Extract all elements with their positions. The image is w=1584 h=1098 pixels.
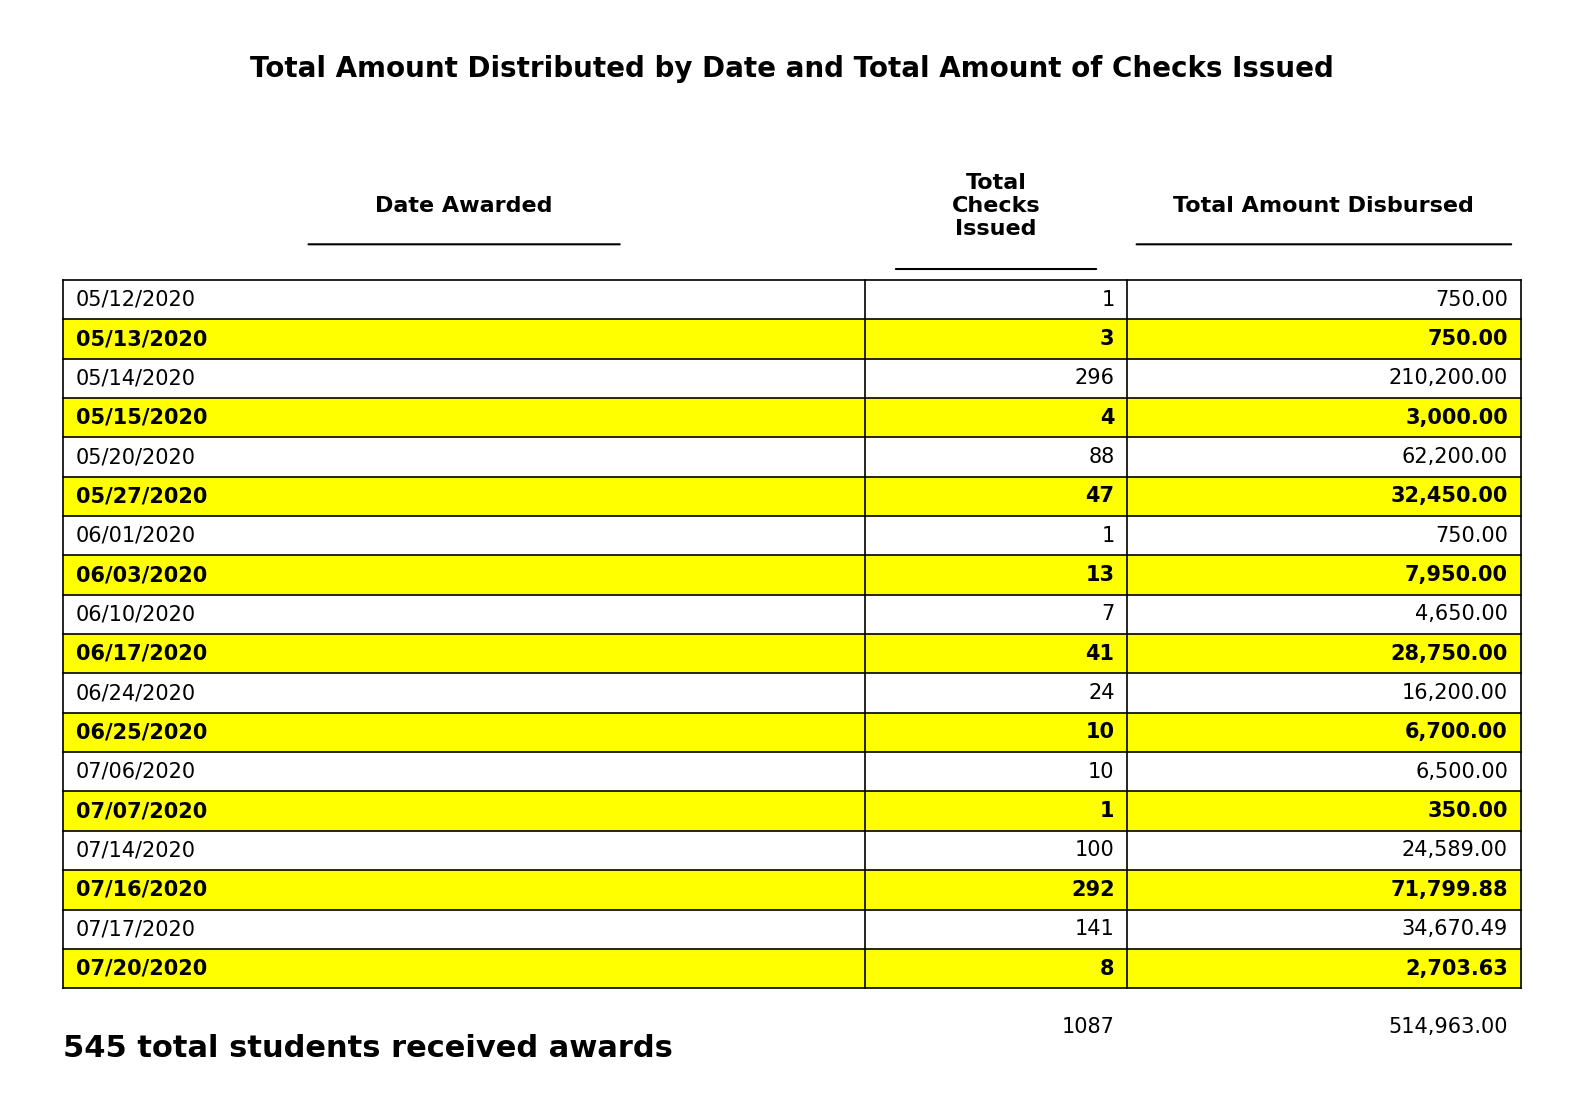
Text: 350.00: 350.00 <box>1427 802 1508 821</box>
Text: 62,200.00: 62,200.00 <box>1402 447 1508 467</box>
Text: Total Amount Distributed by Date and Total Amount of Checks Issued: Total Amount Distributed by Date and Tot… <box>250 55 1334 83</box>
FancyBboxPatch shape <box>63 831 1521 870</box>
Text: 41: 41 <box>1085 643 1115 664</box>
Text: 24,589.00: 24,589.00 <box>1402 840 1508 861</box>
Text: 05/20/2020: 05/20/2020 <box>76 447 196 467</box>
Text: 16,200.00: 16,200.00 <box>1402 683 1508 703</box>
Text: 06/10/2020: 06/10/2020 <box>76 604 196 625</box>
Text: 05/15/2020: 05/15/2020 <box>76 407 208 428</box>
Text: 6,700.00: 6,700.00 <box>1405 722 1508 742</box>
FancyBboxPatch shape <box>63 280 1521 320</box>
FancyBboxPatch shape <box>63 792 1521 831</box>
FancyBboxPatch shape <box>63 949 1521 988</box>
Text: 05/27/2020: 05/27/2020 <box>76 486 208 506</box>
Text: 210,200.00: 210,200.00 <box>1389 368 1508 389</box>
Text: 3,000.00: 3,000.00 <box>1405 407 1508 428</box>
Text: 34,670.49: 34,670.49 <box>1402 919 1508 939</box>
Text: 1: 1 <box>1099 802 1115 821</box>
Text: 05/12/2020: 05/12/2020 <box>76 290 196 310</box>
Text: 4,650.00: 4,650.00 <box>1415 604 1508 625</box>
Text: 07/07/2020: 07/07/2020 <box>76 802 208 821</box>
Text: 8: 8 <box>1099 959 1115 978</box>
Text: 32,450.00: 32,450.00 <box>1391 486 1508 506</box>
Text: 10: 10 <box>1088 762 1115 782</box>
Text: Date Awarded: Date Awarded <box>375 195 553 216</box>
Text: 05/14/2020: 05/14/2020 <box>76 368 196 389</box>
Text: 07/16/2020: 07/16/2020 <box>76 879 208 900</box>
Text: 514,963.00: 514,963.00 <box>1389 1017 1508 1037</box>
Text: 71,799.88: 71,799.88 <box>1391 879 1508 900</box>
Text: 06/17/2020: 06/17/2020 <box>76 643 208 664</box>
Text: 3: 3 <box>1099 329 1115 349</box>
Text: 750.00: 750.00 <box>1435 526 1508 546</box>
Text: 1: 1 <box>1101 526 1115 546</box>
FancyBboxPatch shape <box>63 359 1521 399</box>
FancyBboxPatch shape <box>63 870 1521 909</box>
Text: 06/03/2020: 06/03/2020 <box>76 565 208 585</box>
Text: 07/20/2020: 07/20/2020 <box>76 959 208 978</box>
Text: 296: 296 <box>1074 368 1115 389</box>
Text: 06/01/2020: 06/01/2020 <box>76 526 196 546</box>
Text: 10: 10 <box>1085 722 1115 742</box>
Text: 06/25/2020: 06/25/2020 <box>76 722 208 742</box>
Text: Total
Checks
Issued: Total Checks Issued <box>952 172 1041 239</box>
Text: 750.00: 750.00 <box>1435 290 1508 310</box>
Text: 7,950.00: 7,950.00 <box>1405 565 1508 585</box>
Text: Total Amount Disbursed: Total Amount Disbursed <box>1174 195 1475 216</box>
FancyBboxPatch shape <box>63 437 1521 477</box>
Text: 07/06/2020: 07/06/2020 <box>76 762 196 782</box>
FancyBboxPatch shape <box>63 673 1521 713</box>
Text: 13: 13 <box>1085 565 1115 585</box>
FancyBboxPatch shape <box>63 477 1521 516</box>
Text: 07/17/2020: 07/17/2020 <box>76 919 196 939</box>
FancyBboxPatch shape <box>63 320 1521 359</box>
Text: 750.00: 750.00 <box>1427 329 1508 349</box>
Text: 100: 100 <box>1076 840 1115 861</box>
Text: 6,500.00: 6,500.00 <box>1415 762 1508 782</box>
FancyBboxPatch shape <box>63 909 1521 949</box>
FancyBboxPatch shape <box>63 752 1521 792</box>
Text: 141: 141 <box>1076 919 1115 939</box>
Text: 1: 1 <box>1101 290 1115 310</box>
Text: 06/24/2020: 06/24/2020 <box>76 683 196 703</box>
Text: 05/13/2020: 05/13/2020 <box>76 329 208 349</box>
Text: 47: 47 <box>1085 486 1115 506</box>
Text: 07/14/2020: 07/14/2020 <box>76 840 196 861</box>
FancyBboxPatch shape <box>63 516 1521 556</box>
Text: 24: 24 <box>1088 683 1115 703</box>
FancyBboxPatch shape <box>63 556 1521 595</box>
Text: 4: 4 <box>1099 407 1115 428</box>
Text: 88: 88 <box>1088 447 1115 467</box>
Text: 292: 292 <box>1071 879 1115 900</box>
Text: 28,750.00: 28,750.00 <box>1391 643 1508 664</box>
Text: 7: 7 <box>1101 604 1115 625</box>
Text: 1087: 1087 <box>1061 1017 1115 1037</box>
Text: 545 total students received awards: 545 total students received awards <box>63 1034 673 1063</box>
FancyBboxPatch shape <box>63 399 1521 437</box>
FancyBboxPatch shape <box>63 713 1521 752</box>
FancyBboxPatch shape <box>63 635 1521 673</box>
Text: 2,703.63: 2,703.63 <box>1405 959 1508 978</box>
FancyBboxPatch shape <box>63 595 1521 635</box>
